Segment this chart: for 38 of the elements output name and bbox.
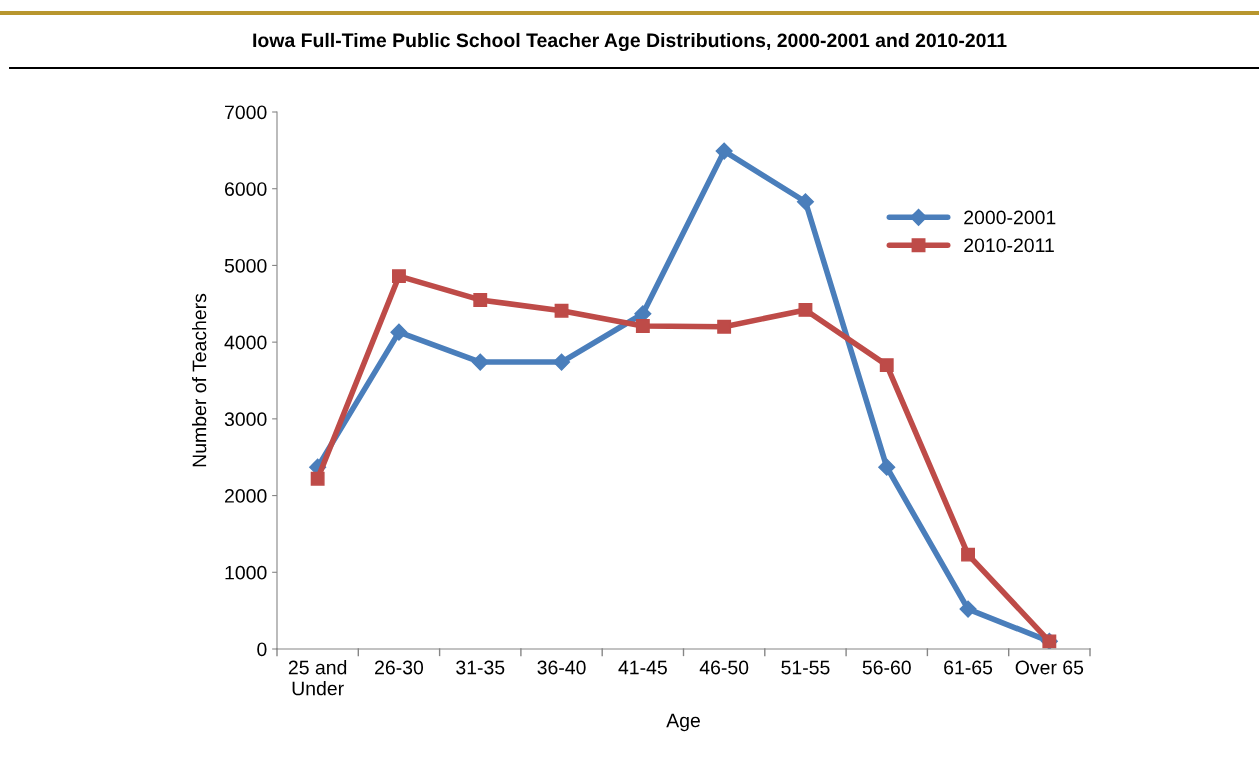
point	[796, 193, 815, 211]
point	[961, 547, 975, 562]
legend-label: 2010-2011	[964, 238, 1054, 253]
x-tick-label: Over 65	[1015, 660, 1084, 675]
x-tick-label: 26-30	[375, 660, 424, 675]
y-tick-label: 0	[257, 642, 267, 657]
x-tick-label: 36-40	[537, 660, 586, 675]
y-tick-label: 7000	[225, 105, 267, 120]
y-tick-label: 3000	[224, 412, 267, 427]
point	[554, 303, 569, 318]
y-tick-label: 1000	[225, 565, 267, 580]
point	[879, 358, 894, 373]
x-tick-label: 25 and Under	[288, 660, 347, 696]
y-tick-label: 4000	[224, 335, 267, 350]
point	[390, 323, 408, 341]
y-tick-label: 5000	[224, 258, 267, 273]
x-tick-label: 56-60	[862, 660, 911, 675]
point	[798, 302, 813, 317]
y-axis-title: Number of Teachers	[192, 293, 207, 467]
point	[310, 471, 325, 486]
x-tick-label: 51-55	[781, 660, 830, 675]
y-tick-label: 6000	[225, 182, 267, 196]
x-tick-label: 46-50	[699, 660, 749, 675]
point	[715, 142, 733, 160]
point	[959, 600, 977, 618]
chart-title: Iowa Full-Time Public School Teacher Age Distributions, 2000-2001 and 2010-2011	[253, 32, 1007, 52]
x-axis-title: Age	[666, 713, 700, 732]
legend-label: 2000-2001	[964, 210, 1056, 225]
point	[878, 458, 896, 476]
x-tick-label: 31-35	[456, 660, 505, 675]
point	[392, 269, 406, 284]
point	[471, 353, 489, 371]
point	[635, 319, 650, 333]
x-tick-label: 41-45	[618, 660, 667, 675]
y-tick-label: 2000	[225, 489, 267, 503]
point	[473, 293, 488, 307]
x-tick-label: 61-65	[944, 660, 993, 675]
point	[717, 319, 732, 334]
